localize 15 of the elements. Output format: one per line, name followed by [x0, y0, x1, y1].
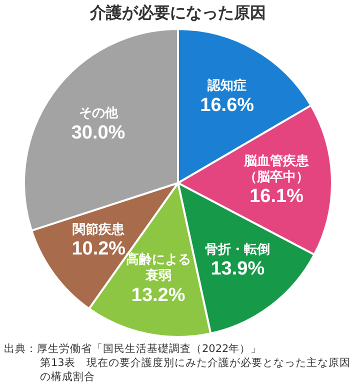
- slice-label: 認知症: [206, 78, 247, 93]
- data-label: 16.1%: [250, 186, 304, 208]
- data-label: 30.0%: [71, 122, 126, 144]
- data-label: 13.2%: [131, 284, 186, 306]
- slice-label: 脳血管疾患（脳卒中）: [243, 152, 310, 184]
- data-label: 16.6%: [200, 94, 254, 116]
- source-note: 出典：厚生労働省「国民生活基礎調査（2022年）」: [4, 342, 263, 356]
- data-label: 13.9%: [210, 258, 265, 280]
- slice-label: その他: [78, 105, 119, 120]
- slice-label: 骨折・転倒: [205, 242, 270, 257]
- text: 第13表 現在の要介護度別にみた介護が必要となった主な原因の構成割合: [39, 356, 352, 384]
- data-label: 10.2%: [72, 238, 126, 260]
- slice-label: 高齢による衰弱: [126, 252, 191, 283]
- chart-title: 介護が必要になった原因: [89, 2, 267, 24]
- slice-label: 関節疾患: [72, 222, 126, 237]
